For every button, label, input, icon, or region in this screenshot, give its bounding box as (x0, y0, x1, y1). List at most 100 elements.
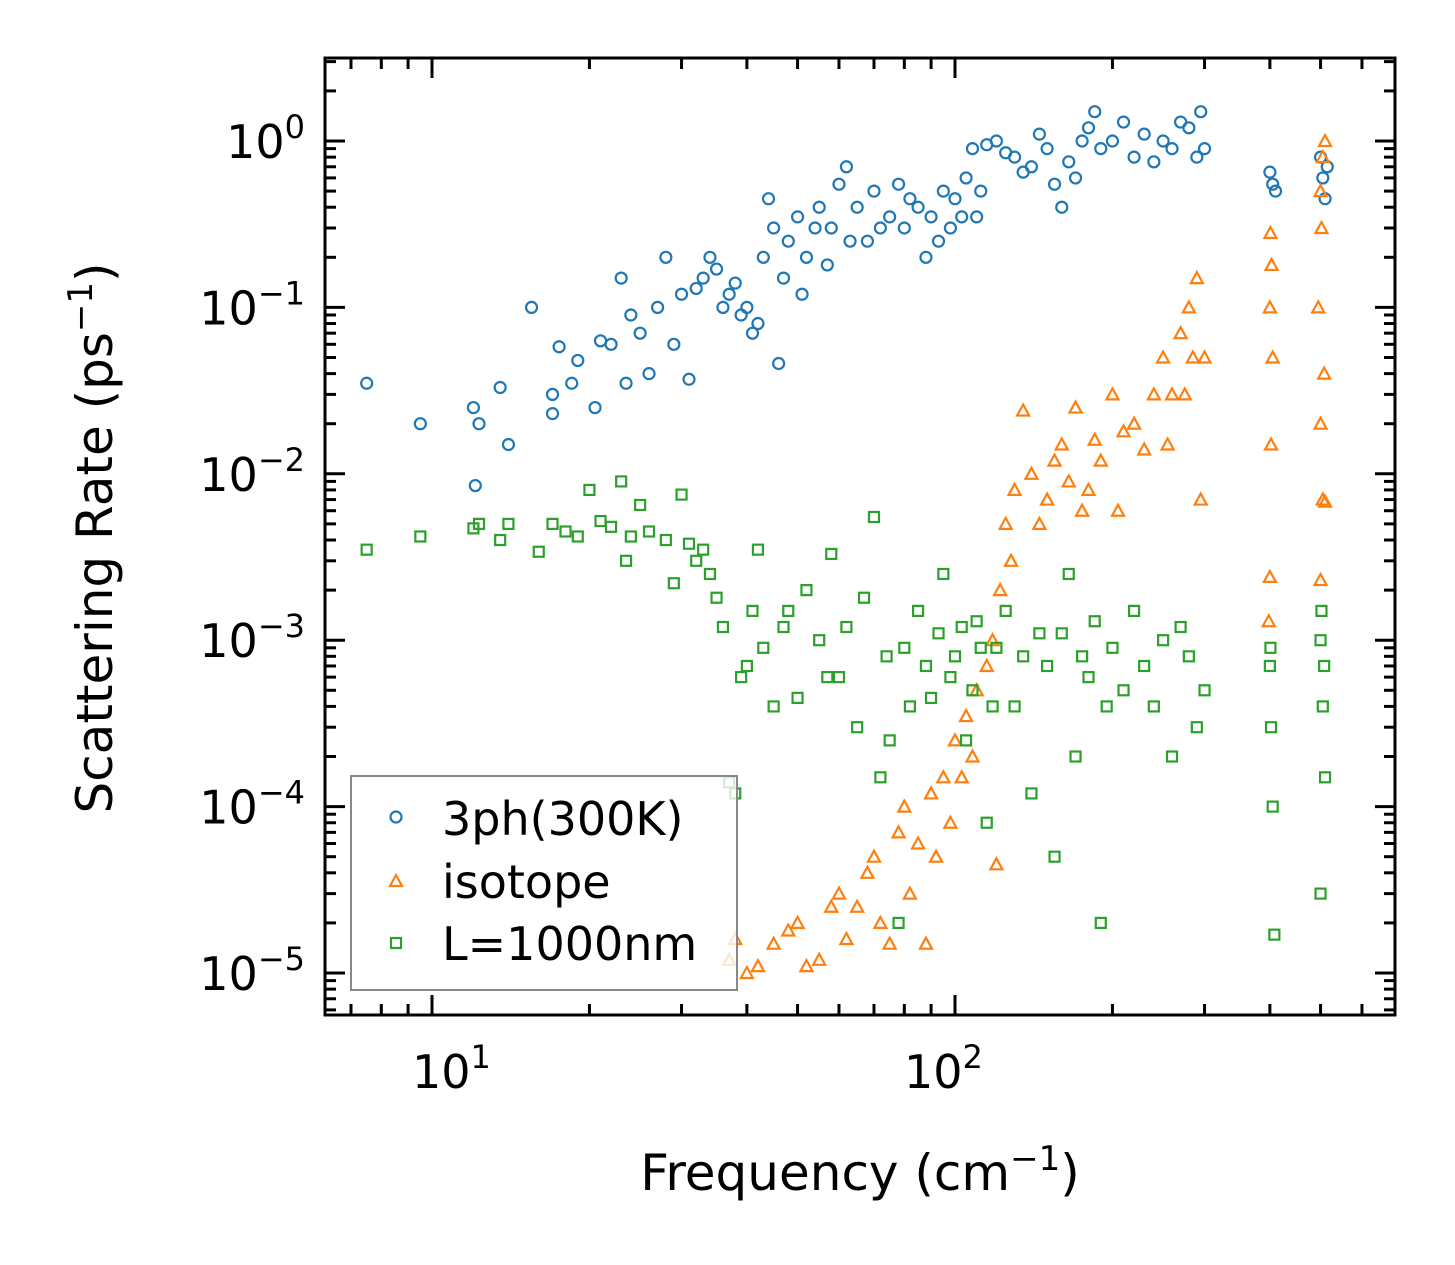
y-tick-label: 10−5 (199, 940, 305, 1001)
point-boundary (821, 671, 834, 684)
point-isotope (872, 914, 889, 930)
legend-box (350, 775, 738, 991)
point-isotope (1172, 324, 1189, 340)
point-isotope (831, 885, 847, 900)
point-isotope (1145, 386, 1162, 401)
point-boundary (944, 671, 957, 684)
point-boundary (710, 591, 723, 604)
point-boundary (1190, 721, 1203, 734)
point-boundary (970, 615, 983, 628)
point-boundary (594, 514, 607, 528)
point-3ph (820, 258, 834, 272)
point-isotope (1115, 423, 1132, 438)
point-3ph (1147, 155, 1161, 169)
point-isotope (1159, 436, 1176, 451)
point-3ph (751, 316, 765, 331)
point-boundary (757, 641, 770, 654)
point-boundary (1318, 659, 1331, 673)
point-3ph (614, 271, 628, 285)
point-boundary (966, 684, 979, 697)
point-boundary (959, 734, 973, 747)
point-boundary (1088, 615, 1101, 628)
point-3ph (943, 221, 958, 235)
point-3ph (1263, 165, 1277, 179)
point-3ph (756, 250, 770, 264)
point-boundary (1076, 650, 1089, 663)
point-3ph (839, 160, 854, 174)
point-3ph (1075, 134, 1089, 148)
point-isotope (1155, 349, 1171, 364)
point-isotope (1317, 132, 1333, 148)
point-3ph (1094, 142, 1108, 156)
point-boundary (892, 916, 905, 930)
point-isotope (1136, 441, 1153, 456)
point-boundary (667, 577, 680, 590)
point-boundary (1174, 620, 1187, 634)
point-3ph (552, 340, 566, 354)
point-3ph (703, 250, 717, 264)
point-boundary (360, 543, 373, 556)
point-3ph (1156, 134, 1170, 148)
point-3ph (989, 134, 1004, 148)
point-3ph (860, 234, 875, 248)
point-3ph (593, 334, 608, 348)
point-isotope (1262, 224, 1279, 240)
point-boundary (851, 721, 864, 734)
point-boundary (571, 530, 584, 543)
point-isotope (1310, 299, 1327, 314)
point-3ph (642, 367, 656, 381)
x-axis-label: Frequency (cm−1) (640, 1139, 1080, 1202)
point-3ph (1007, 150, 1022, 164)
point-boundary (1314, 887, 1327, 900)
point-isotope (739, 964, 755, 980)
point-isotope (1316, 365, 1333, 380)
point-boundary (813, 634, 826, 647)
point-boundary (1127, 604, 1141, 617)
point-boundary (532, 545, 545, 558)
point-3ph (413, 417, 427, 431)
point-isotope (1164, 386, 1180, 401)
point-isotope (1053, 436, 1070, 451)
point-boundary (746, 604, 759, 617)
point-isotope (1313, 219, 1330, 235)
data-points (360, 105, 1334, 980)
point-3ph (745, 326, 760, 340)
point-3ph (1316, 171, 1330, 185)
point-boundary (1316, 700, 1329, 713)
point-isotope (1196, 349, 1213, 364)
point-isotope (881, 935, 898, 950)
point-3ph (1040, 142, 1054, 156)
point-3ph (832, 177, 846, 191)
point-boundary (782, 604, 795, 617)
point-isotope (798, 957, 815, 973)
point-3ph (472, 417, 486, 431)
point-3ph (931, 234, 946, 248)
point-isotope (918, 935, 934, 950)
point-isotope (992, 581, 1009, 597)
point-boundary (980, 816, 993, 829)
point-isotope (1263, 256, 1280, 272)
point-boundary (1263, 659, 1276, 673)
point-isotope (765, 935, 782, 950)
point-isotope (1067, 399, 1084, 414)
point-boundary (883, 734, 896, 747)
point-boundary (1264, 721, 1278, 734)
point-3ph (799, 250, 814, 264)
point-boundary (937, 567, 950, 581)
point-3ph (1268, 184, 1283, 198)
legend-marker-square (389, 936, 403, 950)
point-boundary (740, 659, 753, 673)
point-boundary (1264, 641, 1277, 654)
point-3ph (808, 221, 822, 235)
point-boundary (615, 475, 628, 488)
point-isotope (958, 707, 974, 723)
point-3ph (959, 171, 973, 185)
point-isotope (997, 515, 1014, 530)
point-boundary (791, 691, 804, 705)
point-3ph (728, 276, 742, 290)
point-isotope (1312, 415, 1329, 430)
point-boundary (1048, 850, 1061, 863)
y-tick-label: 10−4 (199, 774, 305, 835)
point-boundary (1198, 684, 1211, 697)
